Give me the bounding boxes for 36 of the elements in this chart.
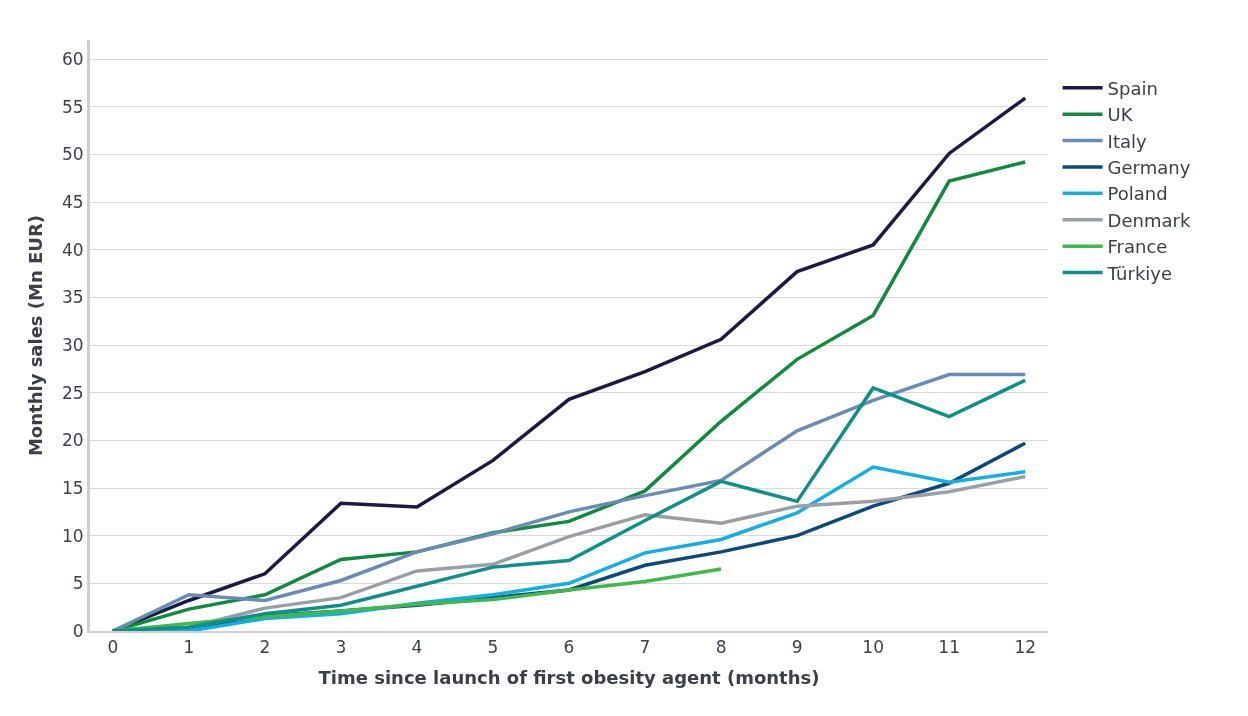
x-tick-label: 1	[183, 637, 195, 658]
legend-label: Spain	[1107, 77, 1158, 99]
x-tick-label: 3	[335, 637, 347, 658]
y-tick-label: 45	[61, 192, 84, 212]
x-tick-label: 5	[487, 637, 499, 658]
y-tick-label: 35	[61, 287, 84, 308]
x-tick-label: 10	[862, 637, 884, 658]
y-tick-label: 25	[61, 382, 84, 403]
y-tick-label: 5	[72, 573, 84, 594]
x-tick-label: 2	[259, 637, 271, 658]
x-tick-label: 4	[411, 637, 423, 658]
x-tick-label: 0	[107, 637, 119, 658]
legend-label: Denmark	[1107, 209, 1191, 231]
x-tick-label: 6	[563, 637, 575, 658]
x-tick-label: 7	[639, 637, 651, 658]
y-tick-label: 60	[61, 49, 84, 70]
legend-label: Germany	[1107, 156, 1191, 178]
y-tick-label: 50	[61, 144, 84, 165]
y-tick-label: 0	[72, 620, 84, 641]
x-axis-title: Time since launch of first obesity agent (months)	[318, 667, 820, 688]
legend-label: Türkiye	[1106, 262, 1173, 284]
y-tick-label: 55	[61, 96, 84, 117]
x-tick-label: 11	[938, 637, 960, 658]
legend-label: Poland	[1107, 183, 1168, 205]
y-tick-label: 20	[61, 430, 84, 451]
x-tick-label: 9	[791, 637, 803, 658]
x-tick-label: 8	[715, 637, 727, 658]
y-axis-title: Monthly sales (Mn EUR)	[25, 214, 47, 457]
y-tick-label: 15	[61, 477, 84, 498]
y-tick-label: 40	[61, 239, 84, 260]
y-tick-label: 30	[61, 334, 84, 355]
y-tick-label: 10	[61, 525, 84, 546]
legend-label: Italy	[1107, 130, 1147, 152]
x-tick-label: 12	[1014, 637, 1037, 658]
legend-label: France	[1107, 236, 1168, 258]
legend-label: UK	[1107, 104, 1134, 126]
